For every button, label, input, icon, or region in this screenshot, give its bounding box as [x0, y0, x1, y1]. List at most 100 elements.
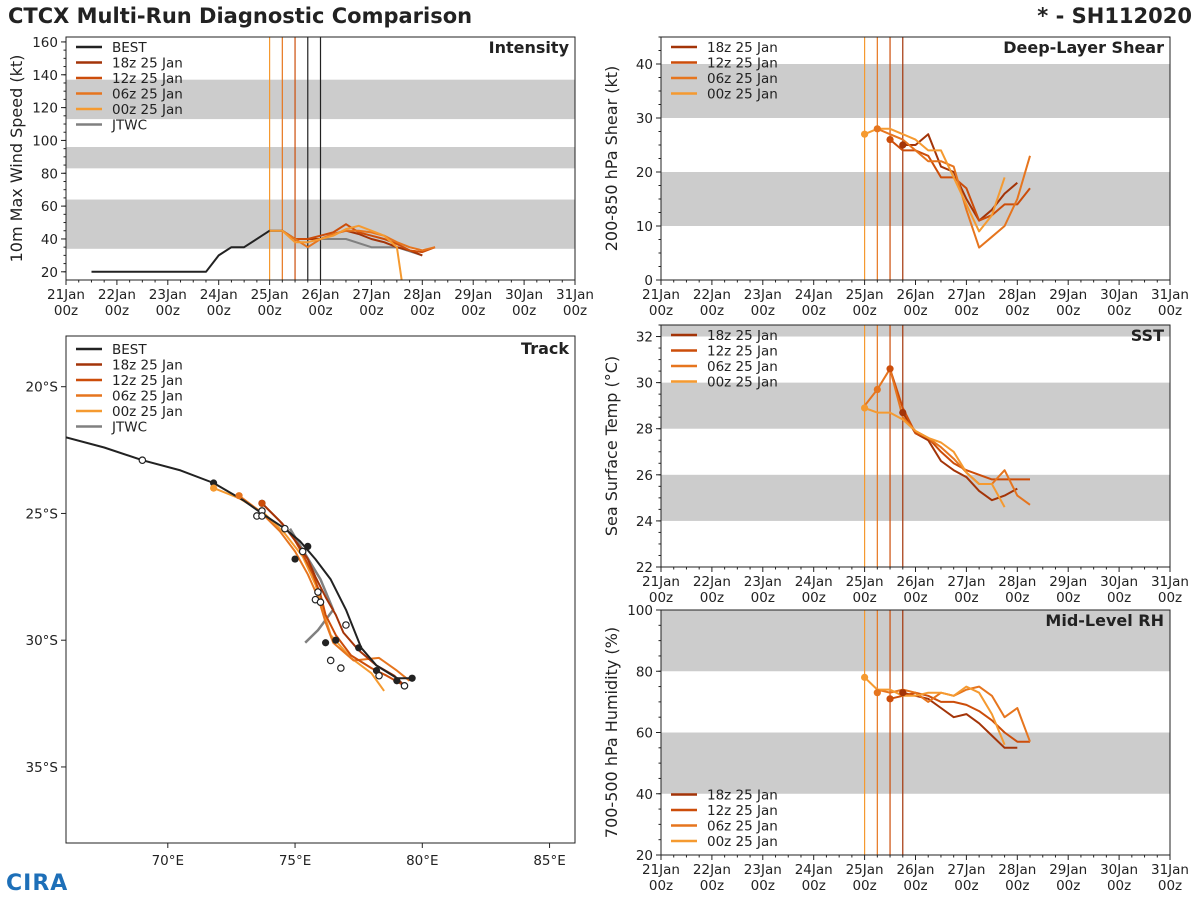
- rh-x-tick-label-hour: 00z: [954, 878, 978, 894]
- sst-y-axis-label: Sea Surface Temp (°C): [602, 356, 621, 536]
- track-y-tick-label: 35°S: [26, 760, 59, 776]
- intensity-y-tick-label: 120: [32, 101, 58, 117]
- shear-x-tick-label-hour: 00z: [852, 303, 876, 319]
- shear-panel-title: Deep-Layer Shear: [1003, 38, 1164, 57]
- rh-x-tick-label-hour: 00z: [852, 878, 876, 894]
- rh-legend-label-00z-25-jan: 00z 25 Jan: [707, 834, 778, 850]
- rh-start-point-3: [899, 689, 907, 697]
- rh-start-point-0: [861, 673, 869, 681]
- track-best-point-filled: [393, 677, 401, 685]
- intensity-x-tick-label-hour: 00z: [410, 303, 434, 319]
- shear-band-1: [661, 64, 1170, 118]
- sst-plot-area: [661, 325, 1170, 567]
- shear-x-tick-label-date: 31Jan: [1151, 287, 1189, 303]
- sst-x-tick-label-date: 24Jan: [795, 574, 833, 590]
- intensity-x-tick-label-hour: 00z: [207, 303, 231, 319]
- sst-x-tick-label-date: 31Jan: [1151, 574, 1189, 590]
- rh-x-tick-label-hour: 00z: [802, 878, 826, 894]
- shear-x-tick-label-hour: 00z: [751, 303, 775, 319]
- rh-band-0: [661, 732, 1170, 794]
- shear-x-tick-label-date: 26Jan: [897, 287, 935, 303]
- intensity-y-tick-label: 80: [41, 166, 58, 182]
- intensity-legend-label-00z-25-jan: 00z 25 Jan: [112, 102, 183, 118]
- rh-x-tick-label-date: 23Jan: [744, 862, 782, 878]
- intensity-legend-label-06z-25-jan: 06z 25 Jan: [112, 87, 183, 103]
- sst-legend-label-00z-25-jan: 00z 25 Jan: [707, 375, 778, 391]
- track-series-06z-25-jan: [238, 494, 411, 682]
- intensity-x-tick-label-date: 21Jan: [47, 287, 85, 303]
- sst-band-1: [661, 382, 1170, 429]
- shear-x-tick-label-date: 23Jan: [744, 287, 782, 303]
- sst-start-point-1: [873, 385, 881, 394]
- rh-x-tick-label-hour: 00z: [1107, 878, 1131, 894]
- intensity-y-tick-label: 20: [41, 265, 58, 281]
- sst-x-tick-label-hour: 00z: [1158, 590, 1182, 606]
- rh-x-tick-label-date: 30Jan: [1100, 862, 1138, 878]
- intensity-y-tick-label: 160: [32, 35, 58, 51]
- page-title: CTCX Multi-Run Diagnostic Comparison: [8, 4, 473, 28]
- rh-x-tick-label-date: 26Jan: [897, 862, 935, 878]
- intensity-x-tick-label-date: 29Jan: [454, 287, 492, 303]
- sst-x-tick-label-hour: 00z: [802, 590, 826, 606]
- sst-start-point-0: [861, 404, 869, 412]
- shear-x-tick-label-hour: 00z: [903, 303, 927, 319]
- sst-x-tick-label-date: 28Jan: [998, 574, 1036, 590]
- rh-start-point-2: [886, 695, 894, 703]
- track-best-point-filled: [355, 644, 363, 652]
- intensity-legend-label-best: BEST: [112, 40, 147, 56]
- rh-panel-title: Mid-Level RH: [1045, 611, 1164, 630]
- rh-legend-label-12z-25-jan: 12z 25 Jan: [707, 803, 778, 819]
- track-frame: [65, 335, 576, 844]
- rh-x-tick-label-hour: 00z: [1158, 878, 1182, 894]
- sst-y-tick-label: 26: [636, 468, 653, 484]
- track-best-point-open: [314, 588, 322, 596]
- shear-start-point-2: [886, 136, 894, 144]
- rh-legend-label-06z-25-jan: 06z 25 Jan: [707, 819, 778, 835]
- track-series-best: [66, 436, 413, 680]
- shear-x-tick-label-hour: 00z: [802, 303, 826, 319]
- sst-y-tick-label: 24: [636, 514, 653, 530]
- storm-id: * - SH112020: [1037, 4, 1192, 28]
- intensity-series-06z-25-jan: [281, 229, 436, 252]
- track-best-point-filled: [332, 636, 340, 644]
- track-start-point-12z-25-jan: [258, 499, 266, 507]
- rh-series-12z-25-jan: [889, 691, 1030, 743]
- intensity-y-tick-label: 60: [41, 199, 58, 215]
- intensity-x-tick-label-hour: 00z: [257, 303, 281, 319]
- shear-y-tick-label: 0: [644, 273, 653, 289]
- sst-x-tick-label-hour: 00z: [1107, 590, 1131, 606]
- track-best-point-open: [138, 456, 147, 465]
- rh-x-tick-label-hour: 00z: [903, 878, 927, 894]
- intensity-x-tick-label-date: 31Jan: [556, 287, 594, 303]
- rh-x-tick-label-date: 25Jan: [846, 862, 884, 878]
- sst-x-tick-label-date: 25Jan: [846, 574, 884, 590]
- intensity-x-tick-label-hour: 00z: [512, 303, 536, 319]
- track-legend-label-12z-25-jan: 12z 25 Jan: [112, 373, 183, 389]
- sst-panel: 22242628303221Jan00z22Jan00z23Jan00z24Ja…: [602, 324, 1189, 606]
- track-best-point-open: [400, 682, 409, 690]
- intensity-x-tick-label-hour: 00z: [105, 303, 129, 319]
- track-y-tick-label: 20°S: [26, 380, 59, 396]
- rh-y-axis-label: 700-500 hPa Humidity (%): [602, 627, 621, 838]
- sst-start-point-2: [886, 365, 894, 373]
- shear-start-point-0: [861, 130, 869, 138]
- intensity-legend-label-jtwc: JTWC: [111, 118, 147, 134]
- rh-band-1: [661, 610, 1170, 672]
- intensity-x-tick-label-hour: 00z: [563, 303, 587, 319]
- shear-legend-label-18z-25-jan: 18z 25 Jan: [707, 40, 778, 56]
- track-start-point-06z-25-jan: [235, 492, 243, 500]
- sst-x-tick-label-date: 27Jan: [947, 574, 985, 590]
- track-x-tick-label: 85°E: [533, 853, 565, 869]
- intensity-plot-area: [66, 37, 575, 280]
- sst-series-06z-25-jan: [863, 367, 1031, 506]
- shear-x-tick-label-date: 24Jan: [795, 287, 833, 303]
- sst-start-point-3: [899, 408, 907, 417]
- shear-x-tick-label-hour: 00z: [700, 303, 724, 319]
- track-best-point-open: [375, 671, 383, 680]
- shear-y-tick-label: 30: [636, 111, 653, 127]
- shear-legend-label-00z-25-jan: 00z 25 Jan: [707, 87, 778, 103]
- rh-x-tick-label-date: 21Jan: [642, 862, 680, 878]
- sst-x-tick-label-date: 29Jan: [1049, 574, 1087, 590]
- track-x-tick-label: 70°E: [152, 853, 184, 869]
- track-best-point-open: [298, 547, 307, 556]
